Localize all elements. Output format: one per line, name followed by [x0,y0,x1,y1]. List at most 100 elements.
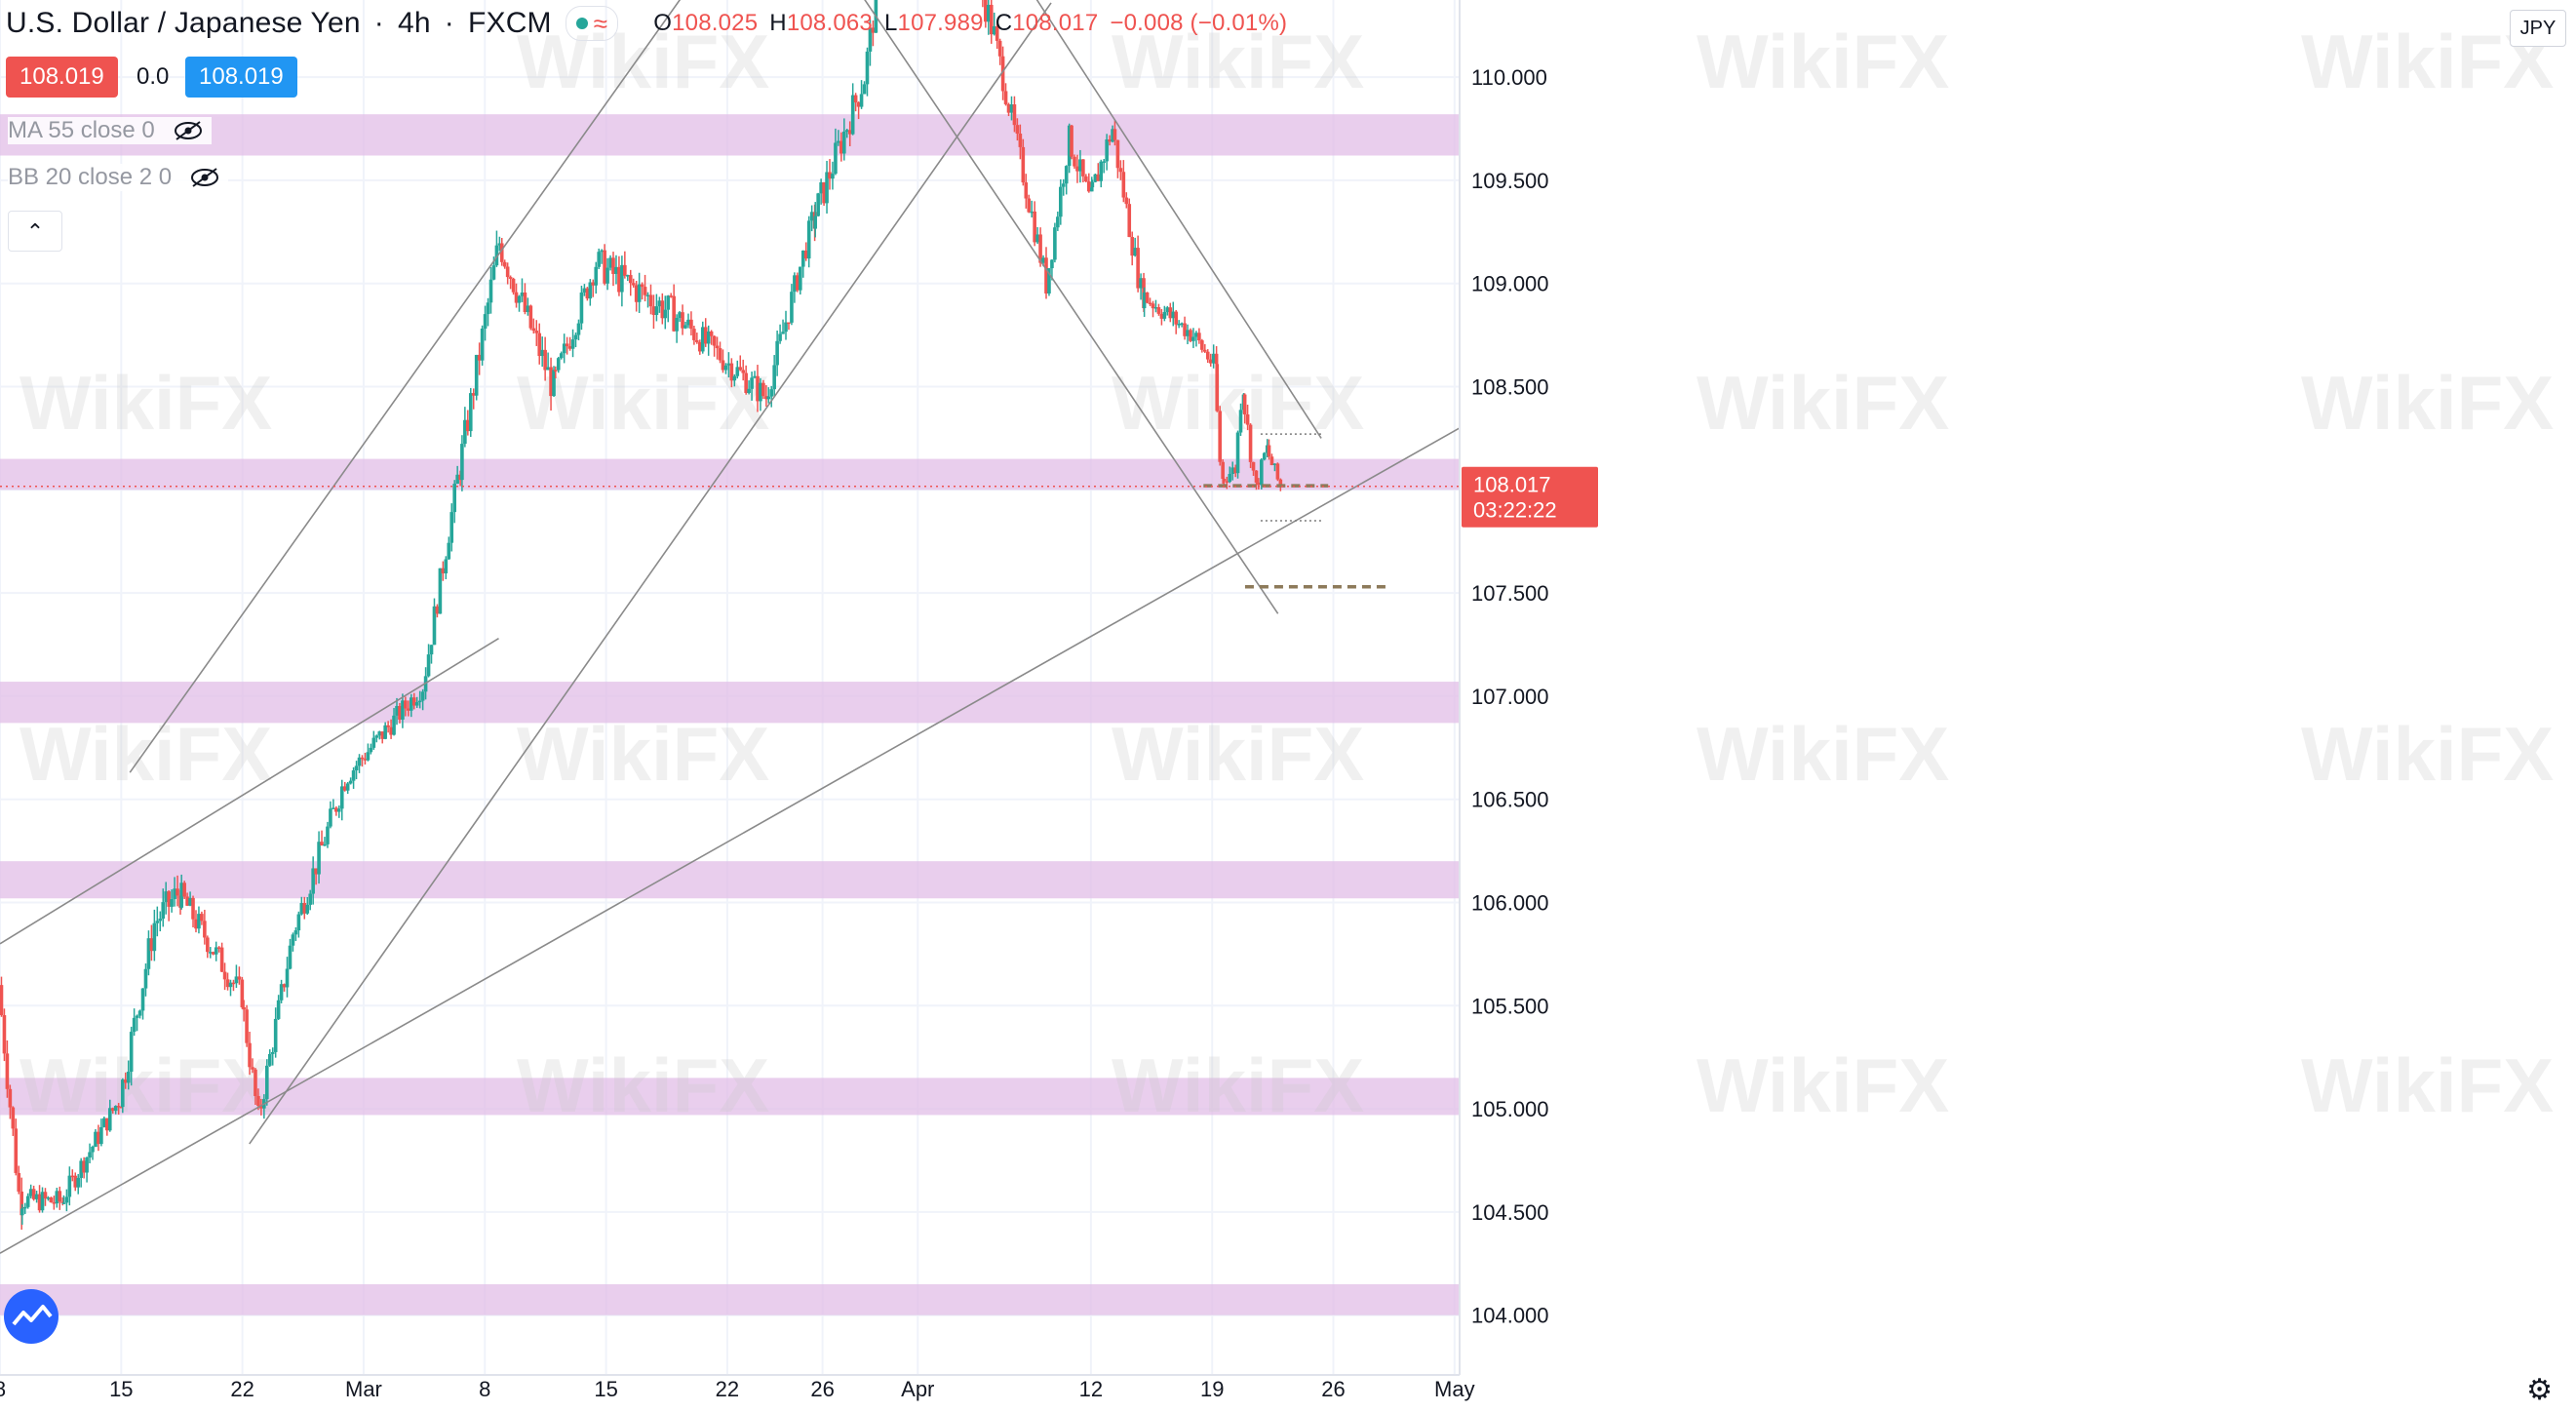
candle-body [585,288,590,299]
candle-body [800,250,805,267]
candle-body [1053,227,1057,260]
candle-body [102,1118,106,1127]
candle-body [523,292,527,313]
candle-body [389,726,393,735]
buy-button[interactable]: 108.019 [185,57,297,98]
candle-body [146,938,151,969]
candle-body [1262,452,1267,460]
candle-body [844,130,849,132]
candle-body [1136,248,1140,289]
candle-body [179,882,183,908]
symbol-name[interactable]: U.S. Dollar / Japanese Yen [6,7,361,39]
market-status-badge[interactable]: ≈ [565,6,619,41]
candle-body [1006,103,1011,113]
candle-body [559,353,564,359]
candle-body [401,700,405,720]
symbol-header[interactable]: U.S. Dollar / Japanese Yen · 4h · FXCM ≈… [6,6,1287,41]
candle-body [320,842,324,845]
candle-body [1189,330,1192,341]
candle-body [105,1118,109,1131]
sr-zone [0,682,1460,724]
candle-body [1153,307,1158,309]
candle-body [126,1072,131,1083]
candle-body [678,312,682,318]
candle-body [366,752,371,761]
candle-body [342,786,347,791]
candle-body [380,731,384,739]
candle-body [194,919,198,929]
candle-body [1191,336,1195,341]
candle-body [1044,257,1048,294]
candle-body [332,807,335,809]
last-price-label: 108.017 [1473,473,1551,497]
candle-body [121,1079,125,1108]
candle-body [1203,349,1207,352]
candle-body [672,295,676,332]
candle-body [1118,168,1123,173]
candle-body [155,921,160,923]
candle-body [508,277,513,279]
candle-body [828,172,832,179]
candle-body [123,1079,128,1083]
candle-body [603,250,606,284]
hidden-eye-icon[interactable] [189,167,220,188]
candle-body [1009,104,1014,113]
watermarks: WikiFX WikiFX WikiFX WikiFX WikiFX WikiFX Wiki… [20,19,2554,1128]
candle-body [256,1095,260,1107]
candle-body [8,1088,13,1108]
sell-button[interactable]: 108.019 [6,57,118,98]
candle-body [1260,459,1264,486]
ohlc-readout: O108.025 H108.063 L107.989 C108.017 −0.0… [653,10,1287,37]
candle-body [317,842,321,875]
candle-body [1087,181,1091,192]
price-tick-label: 104.500 [1471,1200,1549,1225]
collapse-indicators-button[interactable]: ⌃ [8,211,62,252]
candle-body [856,102,861,107]
candle-body [1159,313,1164,319]
candle-body [1067,125,1072,167]
candle-body [22,1206,27,1209]
watermark-text: WikiFX [1697,711,1949,797]
candle-body [576,323,581,335]
watermark-text: WikiFX [517,19,769,104]
candle-body [1254,470,1259,483]
settings-gear-icon[interactable]: ⚙ [2526,1374,2553,1406]
candle-body [1047,268,1051,294]
candle-body [640,284,644,288]
candle-body [170,899,174,907]
candle-body [305,904,310,914]
indicator-bb[interactable]: BB 20 close 2 0 [8,164,229,191]
timeframe-label[interactable]: 4h [397,7,431,39]
candle-body [822,182,826,204]
watermark-text: WikiFX [20,1042,272,1128]
candle-body [1225,481,1229,483]
watermark-text: WikiFX [1697,360,1949,446]
candle-body [455,474,459,485]
candle-body [766,396,771,400]
tradingview-logo-icon[interactable] [4,1289,59,1344]
candle-body [997,40,1002,57]
candle-body [185,896,189,906]
currency-badge[interactable]: JPY [2510,10,2566,47]
candle-body [1177,324,1181,326]
candle-body [85,1157,89,1173]
candle-body [591,282,596,286]
candle-body [477,354,482,361]
candle-body [438,568,443,614]
candle-body [1012,104,1017,126]
candle-body [1257,482,1261,486]
candle-body [871,27,876,33]
indicator-label: BB 20 close 2 0 [8,164,173,190]
candle-body [853,95,858,103]
candle-body [110,1108,115,1112]
indicator-ma[interactable]: MA 55 close 0 [8,117,212,144]
hidden-eye-icon[interactable] [173,120,204,141]
candle-body [1218,411,1222,462]
candle-body [582,288,587,293]
candle-body [565,343,569,347]
candle-body [534,331,539,333]
candle-body [865,51,870,85]
candle-body [698,341,702,352]
candle-body [129,1032,134,1073]
